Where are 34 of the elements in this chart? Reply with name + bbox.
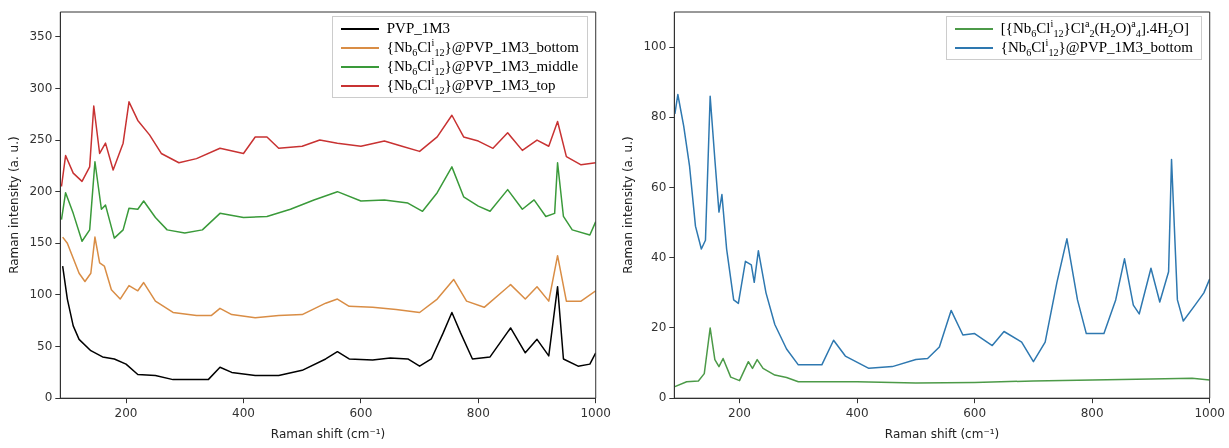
legend-label: {Nb$_{6}$Cl$^{i}$$_{12}$}@PVP_1M3_top	[386, 75, 556, 96]
y-tick-label: 300	[29, 80, 53, 95]
x-tick-label: 1000	[1194, 405, 1225, 420]
legend-label: {Nb$_{6}$Cl$^{i}$$_{12}$}@PVP_1M3_middle	[386, 56, 579, 77]
y-tick-label: 0	[44, 390, 53, 405]
y-axis-title: Raman intensity (a. u.)	[7, 136, 22, 274]
y-tick-label: 150	[29, 235, 53, 250]
y-tick-label: 350	[29, 28, 53, 43]
x-tick-label: 200	[728, 405, 751, 420]
y-tick-label: 100	[643, 39, 667, 54]
y-tick-label: 20	[651, 320, 667, 335]
y-tick-label: 40	[651, 249, 667, 264]
text: [{Nb$_{6}$Cl$^{i}$$_{12}$}Cl$^{a}$$_{2}$(H$_{2}$O)$^{a}$$_{4}$].4H$_{2}$O]	[1000, 18, 1189, 39]
x-tick-label: 200	[114, 405, 138, 420]
x-tick-label: 600	[349, 405, 373, 420]
y-axis-title: Raman intensity (a. u.)	[621, 136, 636, 274]
y-tick-label: 250	[29, 132, 53, 147]
x-tick-label: 400	[845, 405, 869, 420]
legend-label: {Nb$_{6}$Cl$^{i}$$_{12}$}@PVP_1M3_bottom	[386, 37, 579, 58]
y-tick-label: 100	[29, 287, 53, 302]
legend-label: {Nb$_{6}$Cl$^{i}$$_{12}$}@PVP_1M3_bottom	[1000, 37, 1193, 58]
x-tick-label: 400	[232, 405, 255, 420]
x-tick-label: 800	[1080, 405, 1104, 420]
y-tick-label: 200	[29, 183, 53, 198]
x-axis-title: Raman shift (cm⁻¹)	[270, 426, 386, 441]
x-tick-label: 1000	[580, 405, 611, 420]
legend-label: PVP_1M3	[386, 19, 451, 38]
y-tick-label: 50	[37, 338, 53, 353]
y-tick-label: 0	[658, 390, 667, 405]
y-tick-label: 80	[651, 109, 667, 124]
x-axis-title: Raman shift (cm⁻¹)	[884, 426, 1000, 441]
x-tick-label: 800	[466, 405, 490, 420]
y-tick-label: 60	[651, 179, 667, 194]
x-tick-label: 600	[963, 405, 987, 420]
